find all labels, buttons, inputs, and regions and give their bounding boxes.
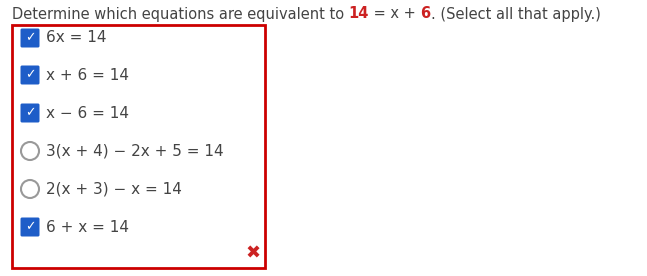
Text: ✖: ✖ [245,245,261,263]
FancyBboxPatch shape [21,65,39,84]
Text: ✓: ✓ [25,221,35,233]
FancyBboxPatch shape [21,217,39,237]
Circle shape [21,142,39,160]
FancyBboxPatch shape [21,104,39,123]
FancyBboxPatch shape [12,25,265,268]
Text: 6x = 14: 6x = 14 [46,31,107,46]
Text: ✓: ✓ [25,68,35,81]
Text: 14: 14 [349,7,369,22]
Text: = x +: = x + [369,7,421,22]
Text: x + 6 = 14: x + 6 = 14 [46,68,129,83]
Circle shape [21,180,39,198]
Text: 3(x + 4) − 2x + 5 = 14: 3(x + 4) − 2x + 5 = 14 [46,144,224,158]
Text: 6: 6 [421,7,431,22]
Text: Determine which equations are equivalent to: Determine which equations are equivalent… [12,7,349,22]
Text: . (Select all that apply.): . (Select all that apply.) [431,7,600,22]
Text: ✓: ✓ [25,107,35,120]
Text: ✓: ✓ [25,31,35,44]
Text: x − 6 = 14: x − 6 = 14 [46,105,129,121]
FancyBboxPatch shape [21,28,39,47]
Text: 6 + x = 14: 6 + x = 14 [46,219,129,235]
Text: 2(x + 3) − x = 14: 2(x + 3) − x = 14 [46,182,182,197]
